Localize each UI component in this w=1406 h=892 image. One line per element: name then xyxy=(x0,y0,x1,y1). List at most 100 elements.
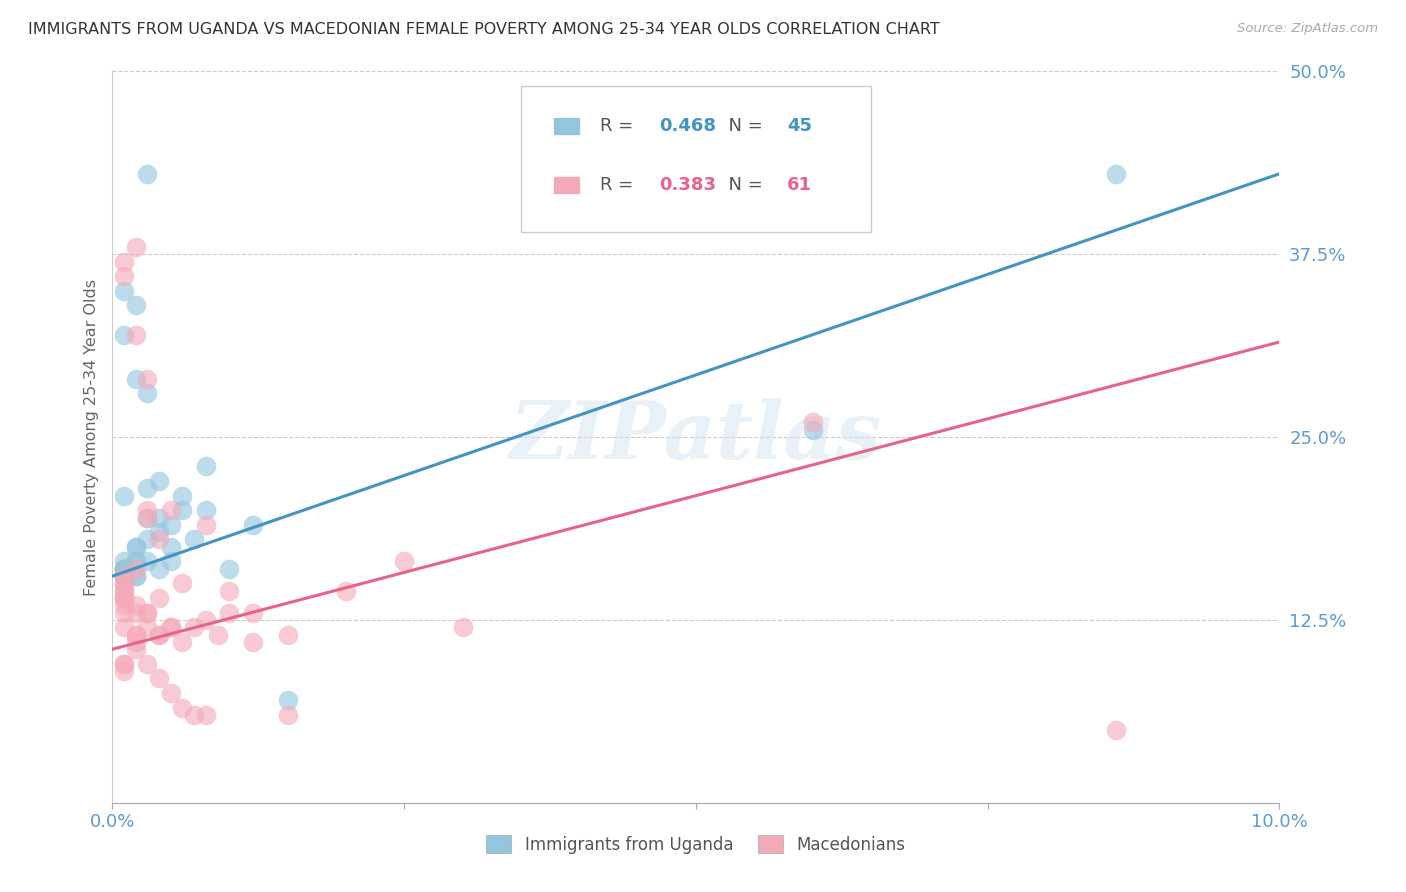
Point xyxy=(125,606,148,620)
Point xyxy=(207,627,229,641)
Point xyxy=(112,562,135,576)
Point xyxy=(160,620,183,634)
Point xyxy=(160,554,183,568)
Text: N =: N = xyxy=(717,176,769,194)
Point xyxy=(242,606,264,620)
Point xyxy=(148,525,170,540)
Text: R =: R = xyxy=(600,117,640,136)
Point xyxy=(136,510,159,524)
Point xyxy=(1105,723,1128,737)
Point xyxy=(194,613,217,627)
Point xyxy=(183,533,205,547)
Bar xyxy=(554,177,579,193)
FancyBboxPatch shape xyxy=(520,86,872,232)
Point xyxy=(160,686,183,700)
Point xyxy=(194,517,217,532)
Point xyxy=(112,664,135,678)
Point xyxy=(136,510,159,524)
Point xyxy=(125,298,148,312)
Point xyxy=(335,583,357,598)
Point xyxy=(172,635,194,649)
Point xyxy=(148,591,170,605)
Text: Source: ZipAtlas.com: Source: ZipAtlas.com xyxy=(1237,22,1378,36)
Point xyxy=(112,562,135,576)
Point xyxy=(183,708,205,723)
Point xyxy=(160,517,183,532)
Point xyxy=(148,627,170,641)
Point xyxy=(194,503,217,517)
Point xyxy=(125,569,148,583)
Point xyxy=(112,569,135,583)
Point xyxy=(112,569,135,583)
Point xyxy=(172,489,194,503)
Point xyxy=(112,591,135,605)
Point xyxy=(125,642,148,657)
Point xyxy=(112,569,135,583)
Point xyxy=(276,627,298,641)
Point xyxy=(125,554,148,568)
Point xyxy=(172,503,194,517)
Point xyxy=(218,583,240,598)
Point xyxy=(112,489,135,503)
Point xyxy=(136,386,159,401)
Point xyxy=(112,620,135,634)
Point xyxy=(136,371,159,385)
Point xyxy=(172,700,194,714)
Point xyxy=(218,606,240,620)
Point xyxy=(136,620,159,634)
Point xyxy=(451,620,474,634)
Text: R =: R = xyxy=(600,176,640,194)
Point xyxy=(125,627,148,641)
Point xyxy=(125,562,148,576)
Point xyxy=(136,554,159,568)
Point xyxy=(112,583,135,598)
Text: IMMIGRANTS FROM UGANDA VS MACEDONIAN FEMALE POVERTY AMONG 25-34 YEAR OLDS CORREL: IMMIGRANTS FROM UGANDA VS MACEDONIAN FEM… xyxy=(28,22,939,37)
Point xyxy=(136,533,159,547)
Point xyxy=(136,657,159,671)
Text: 0.383: 0.383 xyxy=(658,176,716,194)
Text: ZIPatlas: ZIPatlas xyxy=(510,399,882,475)
Point xyxy=(148,474,170,488)
Point xyxy=(172,576,194,591)
Point xyxy=(112,576,135,591)
Point xyxy=(112,569,135,583)
Point xyxy=(112,562,135,576)
Point xyxy=(112,254,135,268)
Point xyxy=(112,657,135,671)
Point xyxy=(112,591,135,605)
Point xyxy=(125,327,148,342)
Point xyxy=(136,167,159,181)
Point xyxy=(125,569,148,583)
Point xyxy=(112,583,135,598)
Point xyxy=(112,562,135,576)
Point xyxy=(136,606,159,620)
Point xyxy=(112,657,135,671)
Point xyxy=(1105,167,1128,181)
Point xyxy=(160,503,183,517)
Point xyxy=(160,620,183,634)
Point xyxy=(125,599,148,613)
Point xyxy=(136,606,159,620)
Point xyxy=(112,576,135,591)
Point xyxy=(125,540,148,554)
Text: 0.468: 0.468 xyxy=(658,117,716,136)
Point xyxy=(801,416,824,430)
Point xyxy=(218,562,240,576)
Point xyxy=(148,672,170,686)
Point xyxy=(394,554,416,568)
Text: 61: 61 xyxy=(787,176,813,194)
Point xyxy=(276,708,298,723)
Point xyxy=(125,635,148,649)
Point xyxy=(112,591,135,605)
Point xyxy=(112,327,135,342)
Point xyxy=(136,481,159,495)
Point xyxy=(194,459,217,474)
Point xyxy=(242,517,264,532)
Point xyxy=(112,554,135,568)
Point xyxy=(125,627,148,641)
Point xyxy=(148,627,170,641)
Point xyxy=(242,635,264,649)
Point xyxy=(148,510,170,524)
Legend: Immigrants from Uganda, Macedonians: Immigrants from Uganda, Macedonians xyxy=(479,829,912,860)
Bar xyxy=(554,118,579,135)
